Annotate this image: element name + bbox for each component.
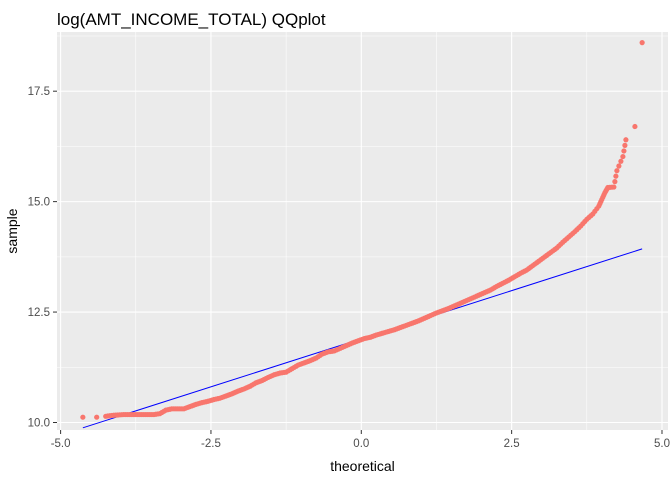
chart-title: log(AMT_INCOME_TOTAL) QQplot bbox=[57, 10, 326, 29]
y-tick-label: 10.0 bbox=[28, 417, 50, 429]
qq-point bbox=[618, 158, 624, 164]
qq-point bbox=[613, 173, 619, 179]
plot-panel bbox=[57, 32, 668, 430]
data-points bbox=[80, 40, 645, 420]
qq-point bbox=[614, 168, 620, 174]
qq-point bbox=[612, 178, 618, 185]
qq-point bbox=[639, 40, 645, 46]
minor-gridlines bbox=[57, 32, 668, 430]
x-tick-label: -2.5 bbox=[201, 438, 221, 450]
qq-point bbox=[80, 414, 86, 420]
qq-point bbox=[611, 184, 617, 190]
y-tick-label: 15.0 bbox=[28, 197, 50, 209]
qq-point bbox=[621, 148, 627, 154]
y-axis: 10.0 12.5 15.0 17.5 bbox=[28, 86, 57, 429]
qq-point bbox=[616, 163, 622, 169]
qq-point bbox=[622, 142, 628, 148]
y-tick-label: 12.5 bbox=[28, 307, 50, 319]
x-tick-label: -5.0 bbox=[51, 438, 71, 450]
major-gridlines bbox=[57, 32, 668, 430]
qq-point bbox=[620, 153, 626, 160]
x-axis-label: theoretical bbox=[330, 458, 395, 474]
x-axis: -5.0 -2.5 0.0 2.5 5.0 bbox=[51, 430, 670, 450]
qq-point bbox=[632, 123, 638, 130]
y-axis-label: sample bbox=[4, 208, 20, 253]
x-tick-label: 5.0 bbox=[654, 438, 670, 450]
qq-point bbox=[94, 414, 100, 420]
x-tick-label: 2.5 bbox=[504, 438, 520, 450]
qq-point bbox=[623, 137, 629, 143]
y-tick-label: 17.5 bbox=[28, 86, 50, 98]
x-tick-label: 0.0 bbox=[353, 438, 369, 450]
